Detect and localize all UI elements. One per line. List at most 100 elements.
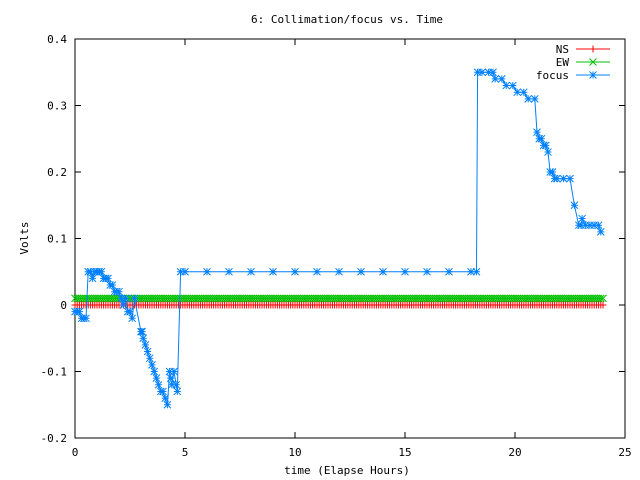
data-point-focus	[530, 94, 539, 103]
legend-label-ns: NS	[556, 43, 569, 56]
data-point-focus	[130, 294, 139, 303]
data-point-focus	[478, 68, 486, 77]
data-point-focus	[513, 88, 522, 97]
data-point-focus	[269, 267, 277, 276]
data-point-focus	[159, 387, 167, 396]
x-tick-label: 0	[72, 446, 79, 459]
data-point-focus	[519, 88, 528, 97]
data-point-focus	[552, 174, 561, 183]
data-point-focus	[508, 81, 517, 90]
data-point-focus	[357, 267, 365, 276]
data-point-focus	[570, 201, 579, 210]
legend-marker-ns	[589, 45, 597, 53]
data-point-focus	[121, 294, 130, 303]
data-point-focus	[141, 341, 150, 349]
y-axis-label: Volts	[18, 221, 31, 254]
data-point-focus	[145, 354, 154, 363]
data-point-focus	[148, 360, 156, 369]
data-point-focus	[585, 221, 594, 230]
data-point-focus	[97, 267, 106, 276]
data-point-focus	[203, 267, 211, 276]
data-point-focus	[548, 168, 557, 176]
data-point-focus	[489, 68, 497, 77]
data-point-focus	[119, 301, 128, 309]
x-axis-label: time (Elapse Hours)	[284, 464, 410, 477]
data-point-focus	[88, 274, 97, 283]
data-point-focus	[139, 334, 148, 343]
data-point-focus	[104, 274, 112, 283]
y-tick-label: 0	[60, 299, 67, 312]
data-point-focus	[533, 128, 541, 136]
y-tick-label: -0.2	[41, 432, 68, 445]
data-point-focus	[165, 367, 174, 376]
y-tick-label: 0.3	[47, 100, 67, 113]
x-tick-label: 5	[182, 446, 189, 459]
data-point-focus	[75, 307, 84, 316]
data-point-focus	[115, 287, 123, 296]
data-point-focus	[491, 75, 500, 83]
data-point-focus	[247, 267, 255, 276]
data-point-focus	[590, 221, 599, 230]
x-tick-label: 10	[288, 446, 301, 459]
legend-marker-focus	[589, 71, 597, 79]
series-ns	[71, 301, 607, 309]
data-point-focus	[225, 267, 233, 276]
data-point-focus	[578, 214, 586, 223]
data-point-focus	[581, 221, 590, 230]
data-point-focus	[313, 267, 321, 276]
data-point-focus	[138, 327, 146, 336]
data-point-focus	[86, 267, 95, 276]
data-point-focus	[594, 221, 603, 230]
data-point-focus	[544, 148, 552, 156]
data-point-focus	[108, 281, 117, 289]
series-line-focus	[75, 71, 602, 405]
legend-label-focus: focus	[536, 69, 569, 82]
data-point-focus	[167, 380, 176, 389]
data-point-focus	[566, 174, 574, 183]
x-tick-label: 25	[618, 446, 631, 459]
data-point-focus	[577, 221, 585, 230]
data-point-focus	[502, 81, 511, 90]
chart-title: 6: Collimation/focus vs. Time	[251, 13, 443, 26]
plot-series	[71, 68, 607, 409]
data-point-focus	[379, 267, 387, 276]
data-point-focus	[559, 174, 568, 183]
data-point-ew	[599, 294, 607, 303]
data-point-focus	[473, 68, 482, 77]
plot-axes: 0 5 10 15 20 25 -0.2 -0.1 0 0.1 0.2 0.3 0.4	[41, 33, 632, 459]
data-point-focus	[172, 380, 181, 389]
x-tick-label: 20	[508, 446, 521, 459]
data-point-ew	[596, 294, 605, 303]
y-tick-label: 0.4	[47, 33, 67, 46]
y-tick-label: -0.1	[41, 366, 68, 379]
data-point-focus	[497, 75, 506, 83]
data-point-focus	[170, 367, 178, 376]
data-point-focus	[166, 374, 175, 383]
data-point-focus	[128, 314, 137, 323]
data-point-focus	[152, 374, 161, 383]
data-point-focus	[445, 267, 453, 276]
data-point-focus	[541, 141, 550, 150]
data-point-ns	[599, 301, 607, 309]
data-point-focus	[596, 227, 605, 236]
data-point-focus	[163, 400, 172, 409]
data-point-focus	[537, 134, 546, 143]
data-point-focus	[181, 267, 189, 276]
data-point-focus	[176, 267, 185, 276]
legend-label-ew: EW	[556, 56, 570, 69]
series-focus	[71, 68, 605, 409]
data-point-focus	[401, 267, 409, 276]
data-point-focus	[161, 394, 170, 402]
data-point-focus	[291, 267, 299, 276]
data-point-focus	[484, 68, 493, 77]
x-tick-label: 15	[398, 446, 411, 459]
data-point-focus	[423, 267, 431, 276]
data-point-focus	[126, 307, 134, 316]
data-point-focus	[472, 267, 481, 276]
data-point-focus	[154, 380, 163, 389]
data-point-focus	[150, 367, 159, 376]
data-point-focus	[524, 94, 533, 103]
series-ew	[71, 294, 607, 303]
